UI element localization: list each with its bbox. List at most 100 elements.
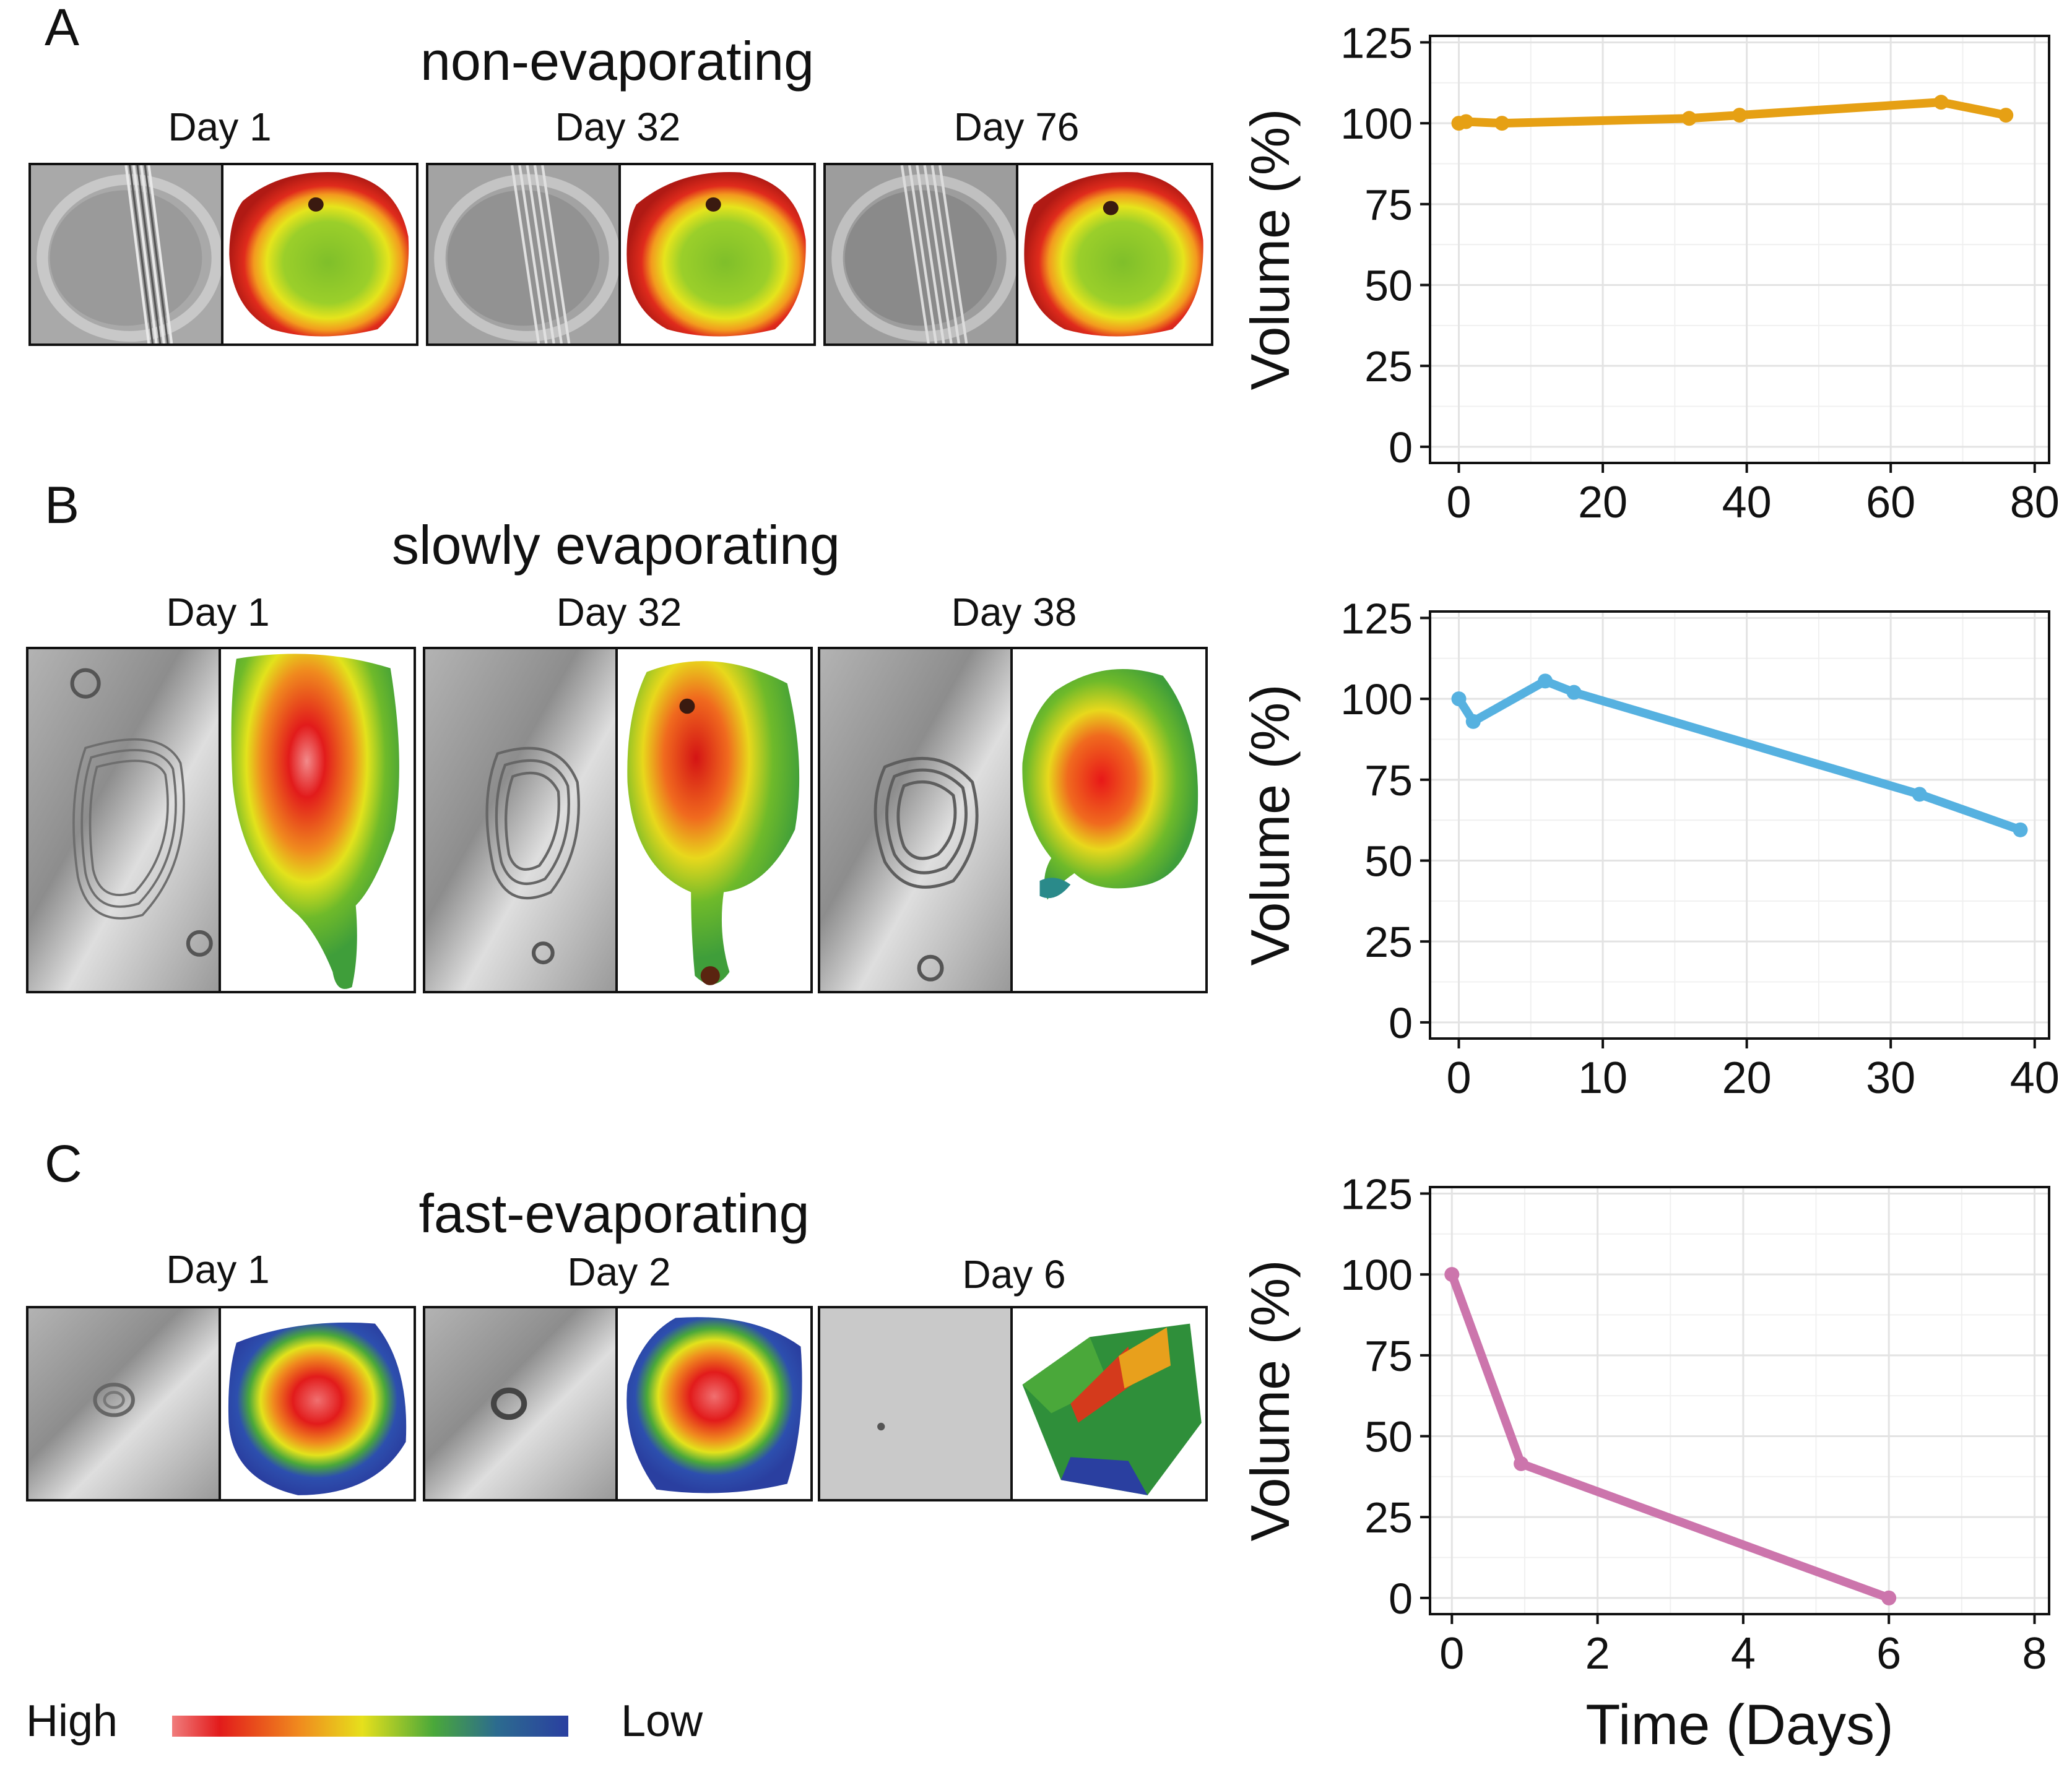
day-label: Day 6 <box>962 1252 1066 1297</box>
panel-letter-c: C <box>45 1134 82 1193</box>
data-point <box>1933 95 1949 110</box>
y-tick-label: 125 <box>1340 1170 1413 1218</box>
data-point <box>1681 111 1697 126</box>
day-label: Day 2 <box>567 1250 671 1294</box>
y-tick-label: 25 <box>1364 1493 1413 1542</box>
data-point <box>1514 1456 1529 1471</box>
x-tick-label: 60 <box>1866 478 1915 527</box>
x-tick-label: 10 <box>1578 1053 1628 1103</box>
series-line <box>1454 676 2025 834</box>
microscope-image <box>425 649 618 991</box>
y-tick-label: 0 <box>1389 999 1413 1047</box>
y-tick-label: 100 <box>1340 675 1413 724</box>
y-axis-label: Volume (%) <box>1239 109 1301 391</box>
droplet-image-pair <box>818 1306 1208 1501</box>
x-tick-label: 0 <box>1439 1629 1464 1678</box>
legend-low-label: Low <box>621 1696 703 1746</box>
day-label: Day 32 <box>556 590 682 634</box>
y-tick-label: 100 <box>1340 100 1413 148</box>
x-tick-label: 20 <box>1578 478 1628 527</box>
height-map-image <box>621 165 813 343</box>
legend-high-label: High <box>26 1696 118 1746</box>
y-axis-label: Volume (%) <box>1239 685 1301 966</box>
microscope-image <box>31 165 223 343</box>
y-tick-label: 50 <box>1364 262 1413 310</box>
microscope-image <box>820 649 1013 991</box>
droplet-image-pair <box>423 647 813 993</box>
data-point <box>1732 108 1747 123</box>
day-label: Day 32 <box>555 105 681 149</box>
height-map-image <box>223 165 416 343</box>
data-point <box>1459 114 1474 129</box>
x-tick-label: 0 <box>1446 1053 1471 1103</box>
droplet-image-pair <box>423 1306 813 1501</box>
height-map-image <box>221 649 414 991</box>
droplet-image-pair <box>426 163 816 346</box>
droplet-image-pair <box>26 1306 416 1501</box>
panel-letter-a: A <box>45 0 80 56</box>
microscope-image <box>820 1308 1013 1499</box>
panel-title-a: non-evaporating <box>420 30 815 92</box>
x-axis-label: Time (Days) <box>1585 1693 1893 1756</box>
height-map-image <box>1013 1308 1205 1499</box>
y-tick-label: 75 <box>1364 1332 1413 1380</box>
y-tick-label: 75 <box>1364 181 1413 229</box>
y-tick-label: 125 <box>1340 594 1413 642</box>
microscope-image <box>28 649 221 991</box>
x-tick-label: 40 <box>2010 1053 2060 1103</box>
x-tick-label: 20 <box>1722 1053 1772 1103</box>
microscope-image <box>425 1308 618 1499</box>
day-label: Day 76 <box>953 105 1080 149</box>
x-tick-label: 8 <box>2022 1629 2047 1678</box>
microscope-image <box>826 165 1018 343</box>
droplet-image-pair <box>823 163 1213 346</box>
plot-frame <box>1429 35 2050 464</box>
volume-chart-a: 0 20 40 60 80 0 25 50 75 100 125 Volume (%) <box>1239 19 2060 527</box>
y-tick-label: 25 <box>1364 918 1413 966</box>
droplet-image-pair <box>818 647 1208 993</box>
data-point <box>1494 116 1510 131</box>
series-line <box>1454 98 2011 128</box>
day-label: Day 1 <box>166 1247 270 1292</box>
y-tick-label: 25 <box>1364 342 1413 391</box>
data-point <box>1465 714 1481 729</box>
plot-frame <box>1429 1186 2050 1615</box>
y-axis-label: Volume (%) <box>1239 1260 1301 1542</box>
x-tick-label: 40 <box>1722 478 1772 527</box>
y-tick-label: 100 <box>1340 1251 1413 1299</box>
y-tick-label: 50 <box>1364 837 1413 886</box>
droplet-image-pair <box>28 163 418 346</box>
height-map-image <box>1018 165 1211 343</box>
data-point <box>1451 691 1467 707</box>
y-tick-label: 0 <box>1389 423 1413 472</box>
y-tick-label: 50 <box>1364 1413 1413 1461</box>
height-map-image <box>618 649 810 991</box>
data-point <box>1538 673 1553 689</box>
y-tick-label: 0 <box>1389 1575 1413 1623</box>
droplet-image-pair <box>26 647 416 993</box>
data-point <box>1444 1267 1460 1282</box>
day-label: Day 1 <box>168 105 272 149</box>
y-tick-label: 75 <box>1364 756 1413 805</box>
color-scale-bar <box>172 1716 568 1737</box>
height-map-image <box>1013 649 1205 991</box>
height-map-image <box>221 1308 414 1499</box>
data-point <box>1998 108 2014 123</box>
x-tick-label: 6 <box>1876 1629 1901 1678</box>
x-tick-label: 2 <box>1585 1629 1610 1678</box>
microscope-image <box>428 165 621 343</box>
data-point <box>1566 685 1582 700</box>
y-tick-label: 125 <box>1340 19 1413 67</box>
day-label: Day 1 <box>166 590 270 634</box>
x-tick-label: 4 <box>1731 1629 1756 1678</box>
volume-chart-c: 0 2 4 6 8 0 25 50 75 100 125 Volume (%) Time (Days) <box>1239 1170 2050 1756</box>
x-tick-label: 30 <box>1866 1053 1915 1103</box>
data-point <box>2013 822 2028 837</box>
panel-title-c: fast-evaporating <box>418 1183 810 1244</box>
x-tick-label: 0 <box>1446 478 1471 527</box>
plot-frame <box>1429 610 2050 1040</box>
volume-chart-b: 0 10 20 30 40 0 25 50 75 100 125 Volume (%) <box>1239 594 2060 1103</box>
microscope-image <box>28 1308 221 1499</box>
height-map-image <box>618 1308 810 1499</box>
data-point <box>1912 787 1927 802</box>
